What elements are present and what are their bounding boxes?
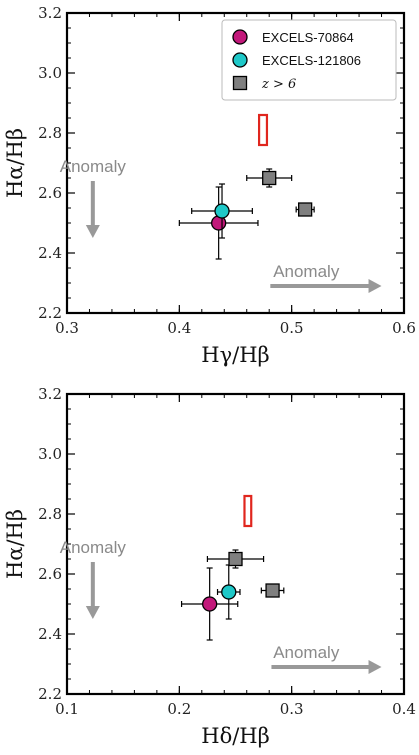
case-b-region bbox=[243, 494, 253, 528]
legend-entry: EXCELS-121806 bbox=[262, 53, 361, 68]
legend-box bbox=[221, 19, 397, 101]
anomaly-annotation: Anomaly bbox=[60, 157, 127, 238]
arrow-head-icon bbox=[368, 660, 382, 674]
anomaly-label: Anomaly bbox=[273, 262, 340, 281]
x-tick-label: 0.3 bbox=[55, 319, 79, 337]
x-axis-label: Hδ/Hβ bbox=[201, 724, 270, 748]
data-point bbox=[202, 596, 218, 612]
plot-frame bbox=[65, 11, 406, 315]
legend-marker bbox=[232, 75, 248, 91]
bottom-panel: 0.1 0.2 0.3 0.4 2.2 2.4 2.6 2.8 3.0 3.2 Hδ/Hβ Hα/Hβ… bbox=[3, 385, 416, 748]
arrow-head-icon bbox=[368, 279, 382, 293]
y-axis-label: Hα/Hβ bbox=[3, 509, 27, 579]
anomaly-annotation: Anomaly bbox=[270, 262, 382, 293]
series-0 bbox=[180, 567, 239, 641]
major-ticks: 0.1 0.2 0.3 0.4 2.2 2.4 2.6 2.8 3.0 3.2 bbox=[38, 385, 416, 718]
y-tick-label: 3.2 bbox=[38, 385, 62, 403]
anomaly-annotation: Anomaly bbox=[271, 643, 382, 674]
case-b-region bbox=[257, 113, 269, 147]
y-tick-label: 2.6 bbox=[38, 565, 62, 583]
legend-marker bbox=[232, 52, 248, 68]
series-1 bbox=[216, 564, 241, 620]
anomaly-label: Anomaly bbox=[60, 157, 127, 176]
data-point bbox=[214, 203, 230, 219]
y-tick-label: 2.2 bbox=[38, 304, 62, 322]
y-tick-label: 2.2 bbox=[38, 685, 62, 703]
anomaly-annotation: Anomaly bbox=[60, 538, 127, 619]
x-tick-label: 0.2 bbox=[167, 700, 191, 718]
legend: EXCELS-70864 EXCELS-121806 z > 6 bbox=[221, 19, 397, 101]
y-tick-label: 2.8 bbox=[38, 124, 62, 142]
arrow-head-icon bbox=[85, 225, 100, 238]
x-tick-label: 0.5 bbox=[280, 319, 304, 337]
data-point bbox=[265, 583, 280, 598]
y-tick-label: 3.2 bbox=[38, 4, 62, 22]
series-2 bbox=[206, 549, 285, 598]
data-point bbox=[221, 584, 237, 600]
data-point bbox=[297, 202, 313, 217]
x-axis-label: Hγ/Hβ bbox=[201, 343, 269, 367]
major-ticks: 0.3 0.4 0.5 0.6 2.2 2.4 2.6 2.8 3.0 3.2 bbox=[38, 4, 416, 337]
arrow-head-icon bbox=[85, 606, 100, 619]
series-0 bbox=[178, 186, 259, 260]
legend-marker bbox=[232, 29, 248, 45]
y-axis-label: Hα/Hβ bbox=[3, 128, 27, 198]
x-tick-label: 0.4 bbox=[392, 700, 416, 718]
y-tick-label: 3.0 bbox=[38, 445, 62, 463]
series-2 bbox=[246, 168, 315, 217]
anomaly-label: Anomaly bbox=[60, 538, 127, 557]
data-point bbox=[262, 170, 277, 186]
series-1 bbox=[191, 183, 253, 239]
x-tick-label: 0.3 bbox=[280, 700, 304, 718]
data-point bbox=[228, 551, 243, 567]
y-tick-label: 2.4 bbox=[38, 625, 62, 643]
y-tick-label: 2.4 bbox=[38, 244, 62, 262]
plot-frame bbox=[65, 392, 406, 696]
y-tick-label: 3.0 bbox=[38, 64, 62, 82]
y-tick-label: 2.6 bbox=[38, 184, 62, 202]
x-tick-label: 0.6 bbox=[392, 319, 416, 337]
y-tick-label: 2.8 bbox=[38, 505, 62, 523]
x-tick-label: 0.4 bbox=[167, 319, 191, 337]
legend-entry: z > 6 bbox=[261, 77, 296, 92]
top-panel: 0.3 0.4 0.5 0.6 2.2 2.4 2.6 2.8 3.0 3.2 Hγ/Hβ Hα/Hβ… bbox=[3, 4, 416, 367]
x-tick-label: 0.1 bbox=[55, 700, 79, 718]
legend-entry: EXCELS-70864 bbox=[262, 30, 354, 45]
anomaly-label: Anomaly bbox=[273, 643, 340, 662]
